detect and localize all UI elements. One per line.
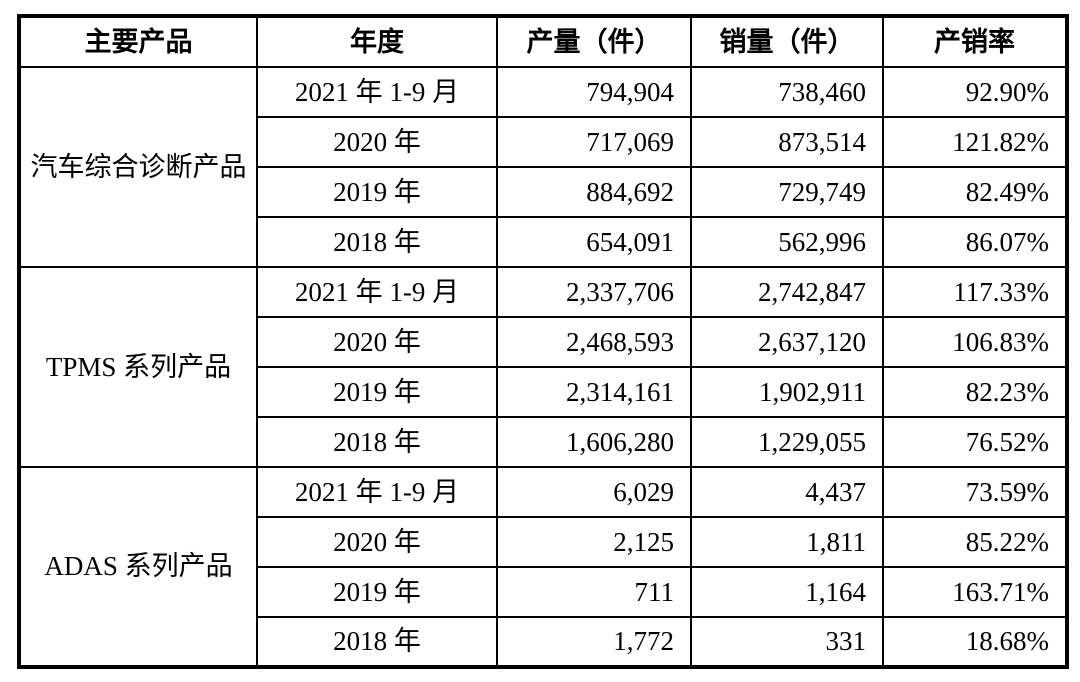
table-row: 汽车综合诊断产品 2021 年 1-9 月 794,904 738,460 92.90%	[18, 66, 1068, 268]
period-cell: 2018 年	[256, 616, 498, 668]
ratio-value-cell: 86.07%	[882, 216, 1068, 268]
table-row: 2020 年 2,468,593 2,637,120 106.83%	[19, 316, 1068, 368]
table-row: 2018 年 1,606,280 1,229,055 76.52%	[19, 416, 1068, 468]
production-value-cell: 6,029	[496, 466, 692, 518]
table-row: 2020 年 717,069 873,514 121.82%	[19, 116, 1068, 168]
period-cell: 2021 年 1-9 月	[256, 466, 498, 518]
header-ratio: 产销率	[882, 15, 1068, 68]
table-row: TPMS 系列产品 2021 年 1-9 月 2,337,706 2,742,847 1…	[18, 266, 1068, 468]
sales-value-cell: 331	[690, 616, 884, 668]
table-row: 2019 年 2,314,161 1,902,911 82.23%	[19, 366, 1068, 418]
ratio-value-cell: 92.90%	[882, 66, 1068, 118]
ratio-value-cell: 76.52%	[882, 416, 1068, 468]
period-cell: 2021 年 1-9 月	[256, 66, 498, 118]
header-sales-volume: 销量（件）	[690, 15, 884, 68]
period-cell: 2018 年	[256, 216, 498, 268]
sales-value-cell: 1,902,911	[690, 366, 884, 418]
production-value-cell: 654,091	[496, 216, 692, 268]
ratio-value-cell: 18.68%	[882, 616, 1068, 668]
production-value-cell: 1,772	[496, 616, 692, 668]
sales-value-cell: 1,229,055	[690, 416, 884, 468]
production-value-cell: 1,606,280	[496, 416, 692, 468]
table-row: 2018 年 1,772 331 18.68%	[19, 616, 1068, 668]
sales-value-cell: 2,637,120	[690, 316, 884, 368]
product-cell: 汽车综合诊断产品	[18, 66, 258, 268]
production-value-cell: 794,904	[496, 66, 692, 118]
product-cell: ADAS 系列产品	[18, 466, 258, 668]
table-row: 2019 年 884,692 729,749 82.49%	[19, 166, 1068, 218]
period-cell: 2020 年	[256, 316, 498, 368]
ratio-value-cell: 106.83%	[882, 316, 1068, 368]
product-cell: TPMS 系列产品	[18, 266, 258, 468]
header-period: 年度	[256, 15, 498, 68]
ratio-value-cell: 82.49%	[882, 166, 1068, 218]
period-cell: 2018 年	[256, 416, 498, 468]
period-cell: 2020 年	[256, 516, 498, 568]
table-row: ADAS 系列产品 2021 年 1-9 月 6,029 4,437 73.59%	[18, 466, 1068, 668]
period-cell: 2020 年	[256, 116, 498, 168]
sales-value-cell: 1,811	[690, 516, 884, 568]
ratio-value-cell: 121.82%	[882, 116, 1068, 168]
period-cell: 2019 年	[256, 366, 498, 418]
ratio-value-cell: 82.23%	[882, 366, 1068, 418]
sales-value-cell: 729,749	[690, 166, 884, 218]
table-header-row: 主要产品 年度 产量（件） 销量（件） 产销率	[18, 15, 1068, 68]
production-value-cell: 2,337,706	[496, 266, 692, 318]
ratio-value-cell: 163.71%	[882, 566, 1068, 618]
production-value-cell: 2,125	[496, 516, 692, 568]
sales-value-cell: 2,742,847	[690, 266, 884, 318]
table-row: 2020 年 2,125 1,811 85.22%	[19, 516, 1068, 568]
sales-value-cell: 562,996	[690, 216, 884, 268]
production-value-cell: 884,692	[496, 166, 692, 218]
ratio-value-cell: 85.22%	[882, 516, 1068, 568]
production-value-cell: 717,069	[496, 116, 692, 168]
table-row: 2018 年 654,091 562,996 86.07%	[19, 216, 1068, 268]
period-cell: 2019 年	[256, 566, 498, 618]
period-cell: 2019 年	[256, 166, 498, 218]
production-sales-table: 主要产品 年度 产量（件） 销量（件） 产销率 汽车综合诊断产品 2021 年 1…	[17, 14, 1069, 669]
sales-value-cell: 873,514	[690, 116, 884, 168]
sales-value-cell: 738,460	[690, 66, 884, 118]
production-value-cell: 711	[496, 566, 692, 618]
sales-value-cell: 1,164	[690, 566, 884, 618]
header-production-volume: 产量（件）	[496, 15, 692, 68]
table-row: 2019 年 711 1,164 163.71%	[19, 566, 1068, 618]
ratio-value-cell: 73.59%	[882, 466, 1068, 518]
production-value-cell: 2,314,161	[496, 366, 692, 418]
sales-value-cell: 4,437	[690, 466, 884, 518]
table-body: 汽车综合诊断产品 2021 年 1-9 月 794,904 738,460 92.90%…	[18, 66, 1068, 668]
production-value-cell: 2,468,593	[496, 316, 692, 368]
ratio-value-cell: 117.33%	[882, 266, 1068, 318]
period-cell: 2021 年 1-9 月	[256, 266, 498, 318]
header-main-product: 主要产品	[18, 15, 258, 68]
